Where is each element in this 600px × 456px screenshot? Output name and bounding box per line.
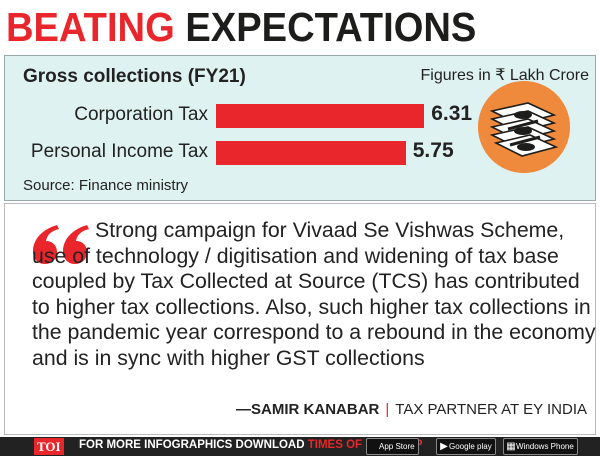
quote-author: —SAMIR KANABAR — [236, 401, 380, 418]
headline-word-2: EXPECTATIONS — [185, 4, 477, 50]
app-store-label: App Store — [379, 442, 415, 451]
chart-title: Gross collections (FY21) — [23, 66, 246, 87]
units-note: Figures in ₹ Lakh Crore — [420, 67, 589, 84]
source-note: Source: Finance ministry — [23, 177, 189, 194]
category-label: Personal Income Tax — [30, 141, 208, 162]
google-play-label: Google play — [449, 442, 492, 451]
quote-text: Strong campaign for Vivaad Se Vishwas Sc… — [32, 218, 596, 370]
quote-attribution: —SAMIR KANABAR | TAX PARTNER AT EY INDIA — [236, 401, 587, 418]
headline: BEATING EXPECTATIONS — [6, 2, 476, 52]
quote-panel: Strong campaign for Vivaad Se Vishwas Sc… — [4, 203, 596, 435]
money-stack-icon — [478, 81, 570, 173]
app-store-button[interactable]: App Store — [366, 438, 419, 455]
windows-phone-label: Windows Phone — [516, 442, 574, 451]
footer-promo-text: FOR MORE INFOGRAPHICS DOWNLOAD — [79, 439, 305, 451]
footer-bar: TOI FOR MORE INFOGRAPHICS DOWNLOAD TIMES… — [0, 437, 600, 456]
quote-marks-icon — [33, 225, 89, 264]
attribution-divider: | — [385, 401, 390, 418]
google-play-icon: ▶ — [440, 441, 448, 452]
category-label: Corporation Tax — [74, 104, 208, 125]
quote-role: TAX PARTNER AT EY INDIA — [395, 401, 587, 418]
value-label: 5.75 — [412, 139, 454, 162]
value-label: 6.31 — [431, 102, 473, 125]
windows-phone-button[interactable]: ▦Windows Phone — [503, 438, 578, 455]
toi-logo: TOI — [34, 438, 64, 455]
google-play-button[interactable]: ▶Google play — [436, 438, 496, 455]
bar — [216, 141, 406, 165]
bar — [216, 104, 425, 128]
windows-icon: ▦ — [506, 441, 516, 452]
headline-word-1: BEATING — [6, 4, 175, 50]
